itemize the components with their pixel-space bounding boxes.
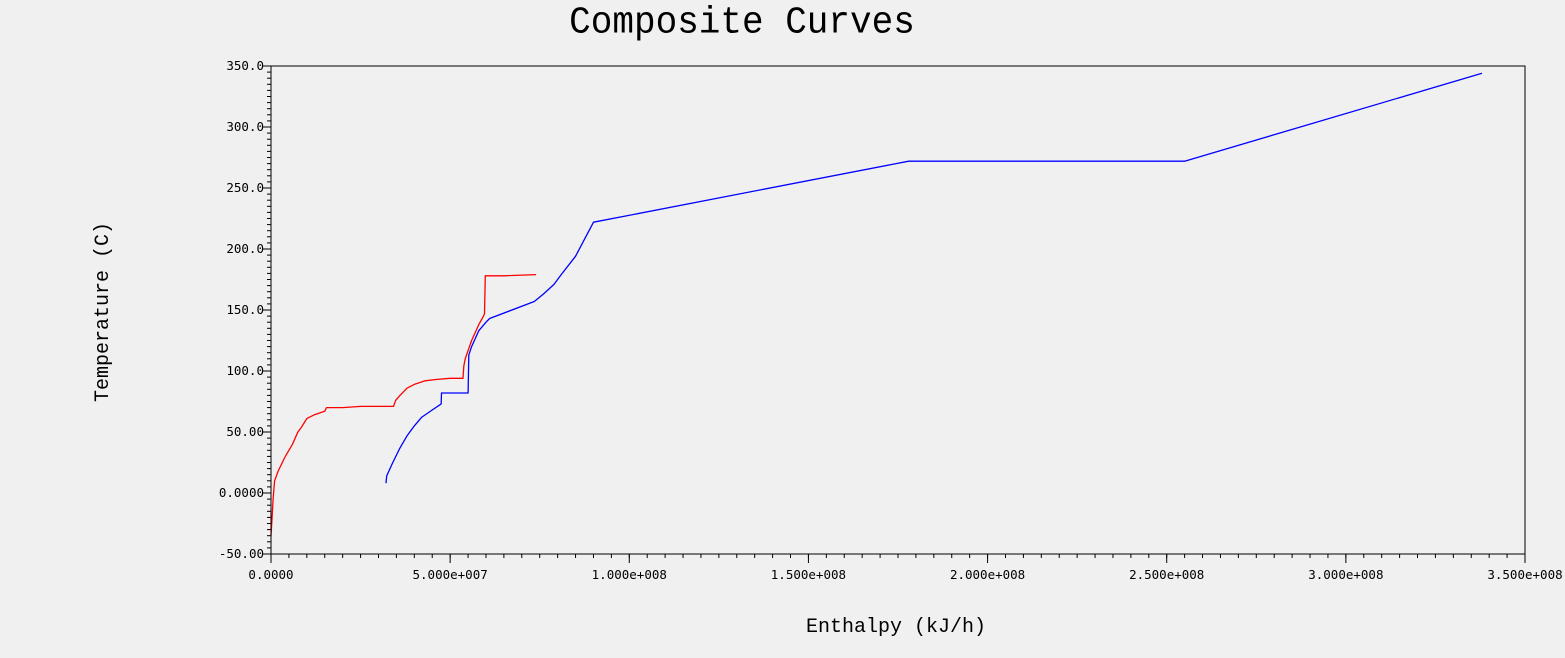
chart-title: Composite Curves — [569, 0, 915, 45]
y-tick-label: 50.00 — [226, 424, 264, 439]
x-tick-label: 2.500e+008 — [1129, 567, 1204, 582]
y-axis-title: Temperature (C) — [92, 222, 115, 402]
x-tick-label: 5.000e+007 — [413, 567, 488, 582]
x-tick-label: 3.500e+008 — [1487, 567, 1562, 582]
hot-composite-curve — [270, 273, 537, 536]
y-tick-label: 300.0 — [226, 119, 264, 134]
y-tick-label: 100.0 — [226, 363, 264, 378]
x-axis-title: Enthalpy (kJ/h) — [806, 616, 986, 639]
x-tick-label: 1.500e+008 — [771, 567, 846, 582]
x-tick-label: 1.000e+008 — [592, 567, 667, 582]
y-tick-label: -50.00 — [219, 546, 264, 561]
y-tick-label: 350.0 — [226, 58, 264, 73]
plot-frame — [270, 65, 1526, 555]
y-tick-label: 250.0 — [226, 180, 264, 195]
y-tick-label: 200.0 — [226, 241, 264, 256]
y-tick-label: 150.0 — [226, 302, 264, 317]
series-layer — [270, 72, 1483, 536]
y-tick-label: 0.0000 — [219, 485, 264, 500]
y-tick-labels: 350.0 300.0 250.0 200.0 150.0 100.0 50.00 0.000… — [219, 58, 264, 561]
cold-composite-curve — [385, 72, 1483, 484]
plot-area — [271, 66, 1525, 554]
x-tick-labels: 0.0000 5.000e+007 1.000e+008 1.500e+008 2.00… — [248, 567, 1562, 582]
minor-ticks — [267, 65, 1526, 558]
major-ticks — [262, 65, 1526, 563]
x-tick-label: 3.000e+008 — [1308, 567, 1383, 582]
x-tick-label: 2.000e+008 — [950, 567, 1025, 582]
x-tick-label: 0.0000 — [248, 567, 293, 582]
